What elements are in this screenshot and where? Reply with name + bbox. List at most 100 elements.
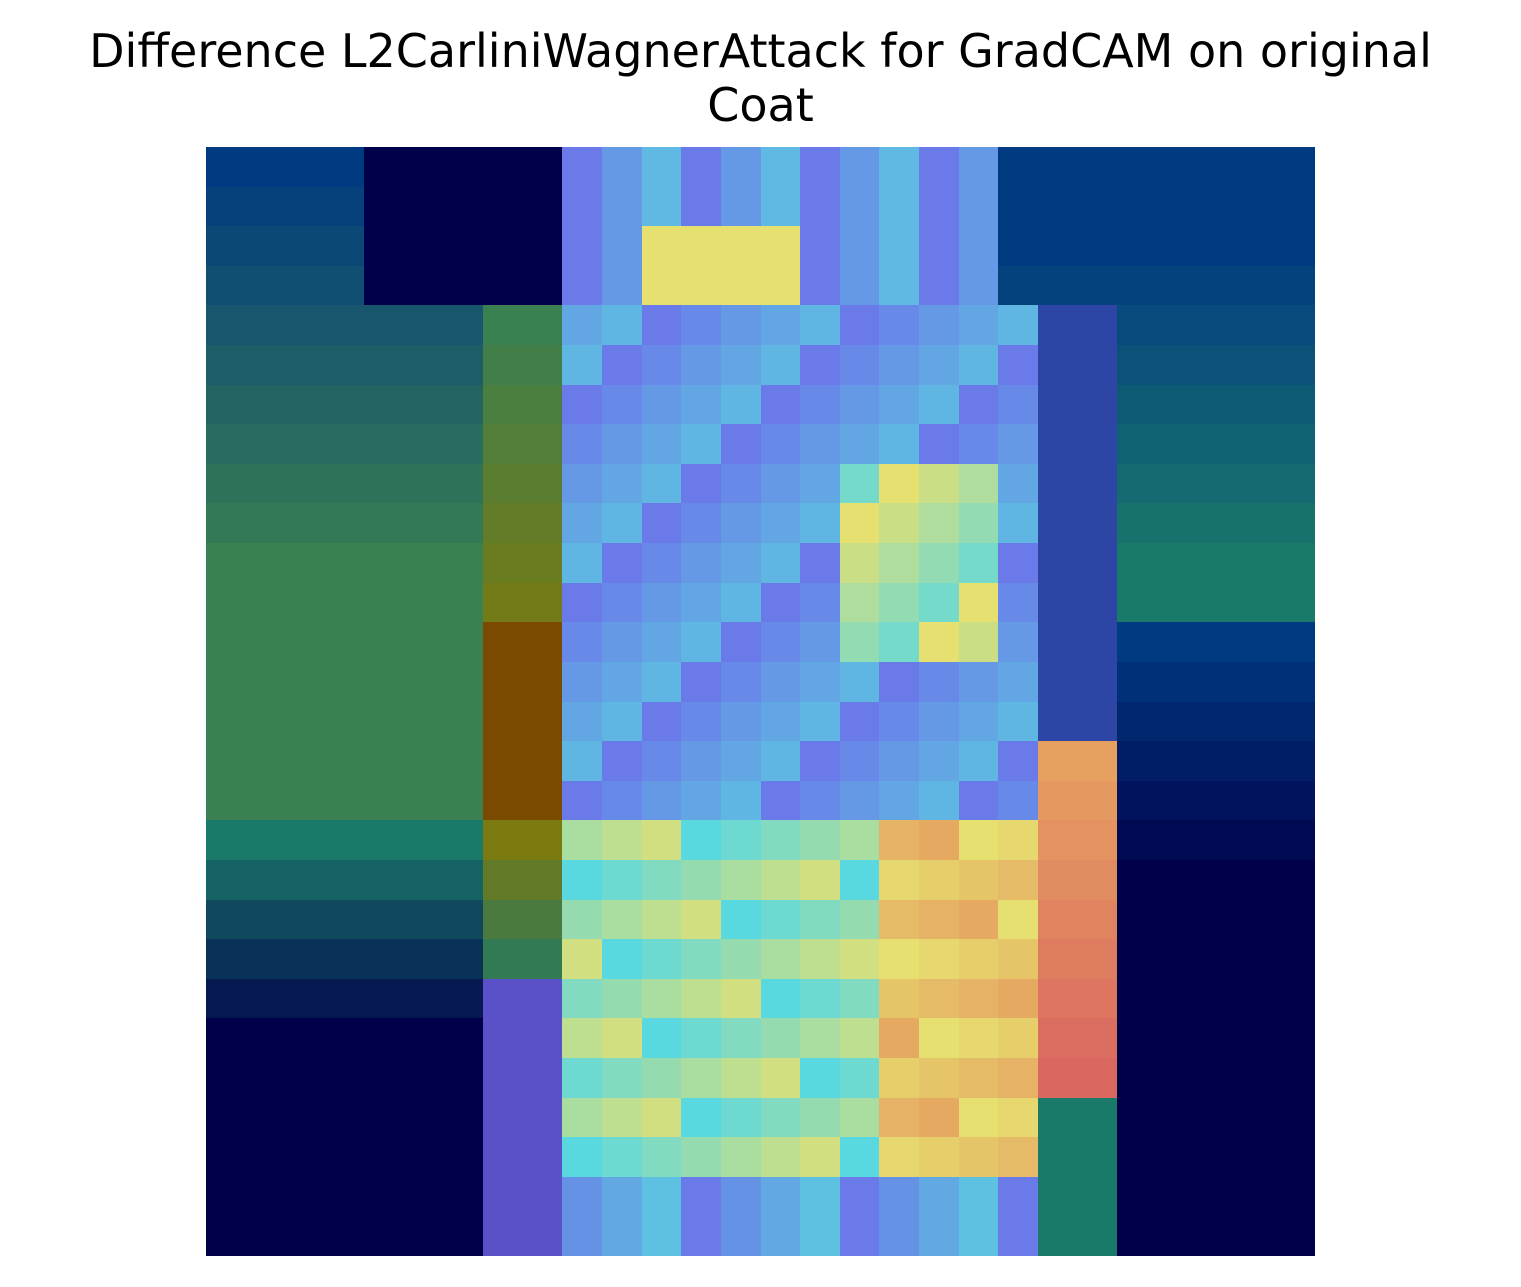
heatmap-pixel xyxy=(958,859,999,900)
heatmap-pixel xyxy=(681,622,721,662)
heatmap-pixel xyxy=(206,1057,246,1098)
heatmap-pixel xyxy=(998,1216,1038,1256)
heatmap-pixel xyxy=(800,939,840,979)
heatmap-pixel xyxy=(1077,186,1117,227)
heatmap-pixel xyxy=(602,345,642,385)
heatmap-pixel xyxy=(206,384,246,425)
heatmap-pixel xyxy=(1037,859,1078,900)
heatmap-pixel xyxy=(839,186,880,227)
heatmap-pixel xyxy=(443,1216,484,1256)
heatmap-pixel xyxy=(760,741,801,781)
heatmap-pixel xyxy=(483,1057,523,1098)
heatmap-pixel xyxy=(443,424,484,464)
heatmap-pixel xyxy=(879,543,919,583)
heatmap-pixel xyxy=(364,463,405,504)
heatmap-pixel xyxy=(958,147,999,187)
heatmap-pixel xyxy=(364,1137,405,1177)
heatmap-pixel xyxy=(681,463,721,504)
heatmap-pixel xyxy=(483,384,523,425)
heatmap-pixel xyxy=(443,899,484,940)
heatmap-pixel xyxy=(324,741,365,781)
heatmap-pixel xyxy=(641,622,682,662)
heatmap-pixel xyxy=(918,780,959,821)
heatmap-pixel xyxy=(839,1018,880,1058)
heatmap-pixel xyxy=(404,543,444,583)
heatmap-pixel xyxy=(839,424,880,464)
heatmap-pixel xyxy=(206,424,246,464)
heatmap-pixel xyxy=(522,424,563,464)
heatmap-pixel xyxy=(760,899,801,940)
heatmap-pixel xyxy=(998,384,1038,425)
heatmap-pixel xyxy=(1037,147,1078,187)
heatmap-pixel xyxy=(602,424,642,464)
heatmap-pixel xyxy=(522,780,563,821)
heatmap-pixel xyxy=(839,1057,880,1098)
heatmap-pixel xyxy=(285,939,325,979)
heatmap-pixel xyxy=(602,741,642,781)
heatmap-pixel xyxy=(404,622,444,662)
heatmap-pixel xyxy=(522,1057,563,1098)
heatmap-pixel xyxy=(1235,939,1276,979)
heatmap-pixel xyxy=(522,859,563,900)
heatmap-pixel xyxy=(206,1018,246,1058)
heatmap-pixel xyxy=(1156,978,1197,1019)
heatmap-pixel xyxy=(602,503,642,544)
heatmap-pixel xyxy=(404,1216,444,1256)
heatmap-pixel xyxy=(918,939,959,979)
heatmap-pixel xyxy=(285,622,325,662)
heatmap-pixel xyxy=(364,701,405,742)
heatmap-pixel xyxy=(324,1057,365,1098)
heatmap-pixel xyxy=(364,543,405,583)
heatmap-pixel xyxy=(404,384,444,425)
heatmap-pixel xyxy=(918,1057,959,1098)
heatmap-pixel xyxy=(760,186,801,227)
heatmap-pixel xyxy=(958,226,999,266)
heatmap-pixel xyxy=(1077,424,1117,464)
heatmap-pixel xyxy=(1235,345,1276,385)
heatmap-pixel xyxy=(245,1216,286,1256)
heatmap-pixel xyxy=(324,899,365,940)
heatmap-pixel xyxy=(1156,226,1197,266)
heatmap-pixel xyxy=(1116,1057,1157,1098)
heatmap-pixel xyxy=(641,1097,682,1138)
heatmap-pixel xyxy=(483,503,523,544)
heatmap-pixel xyxy=(443,503,484,544)
heatmap-pixel xyxy=(958,978,999,1019)
heatmap-pixel xyxy=(483,820,523,860)
heatmap-pixel xyxy=(602,820,642,860)
heatmap-pixel xyxy=(562,741,603,781)
heatmap-pixel xyxy=(364,661,405,702)
heatmap-pixel xyxy=(364,345,405,385)
heatmap-pixel xyxy=(1235,503,1276,544)
heatmap-pixel xyxy=(206,503,246,544)
heatmap-pixel xyxy=(443,939,484,979)
heatmap-pixel xyxy=(245,978,286,1019)
heatmap-pixel xyxy=(720,424,761,464)
heatmap-pixel xyxy=(720,543,761,583)
heatmap-pixel xyxy=(206,859,246,900)
heatmap-pixel xyxy=(1235,226,1276,266)
heatmap-pixel xyxy=(1116,463,1157,504)
heatmap-pixel xyxy=(364,1018,405,1058)
heatmap-pixel xyxy=(443,622,484,662)
heatmap-pixel xyxy=(483,582,523,623)
heatmap-pixel xyxy=(1235,582,1276,623)
heatmap-pixel xyxy=(1037,1137,1078,1177)
heatmap-pixel xyxy=(720,939,761,979)
heatmap-pixel xyxy=(245,820,286,860)
heatmap-pixel xyxy=(641,384,682,425)
heatmap-pixel xyxy=(562,939,603,979)
heatmap-pixel xyxy=(879,1216,919,1256)
heatmap-pixel xyxy=(1156,147,1197,187)
heatmap-pixel xyxy=(562,305,603,346)
heatmap-pixel xyxy=(839,582,880,623)
heatmap-pixel xyxy=(443,463,484,504)
heatmap-pixel xyxy=(364,939,405,979)
heatmap-pixel xyxy=(1235,701,1276,742)
heatmap-pixel xyxy=(245,345,286,385)
heatmap-pixel xyxy=(602,1018,642,1058)
heatmap-pixel xyxy=(1196,978,1236,1019)
heatmap-pixel xyxy=(641,345,682,385)
heatmap-pixel xyxy=(1077,939,1117,979)
heatmap-pixel xyxy=(483,661,523,702)
